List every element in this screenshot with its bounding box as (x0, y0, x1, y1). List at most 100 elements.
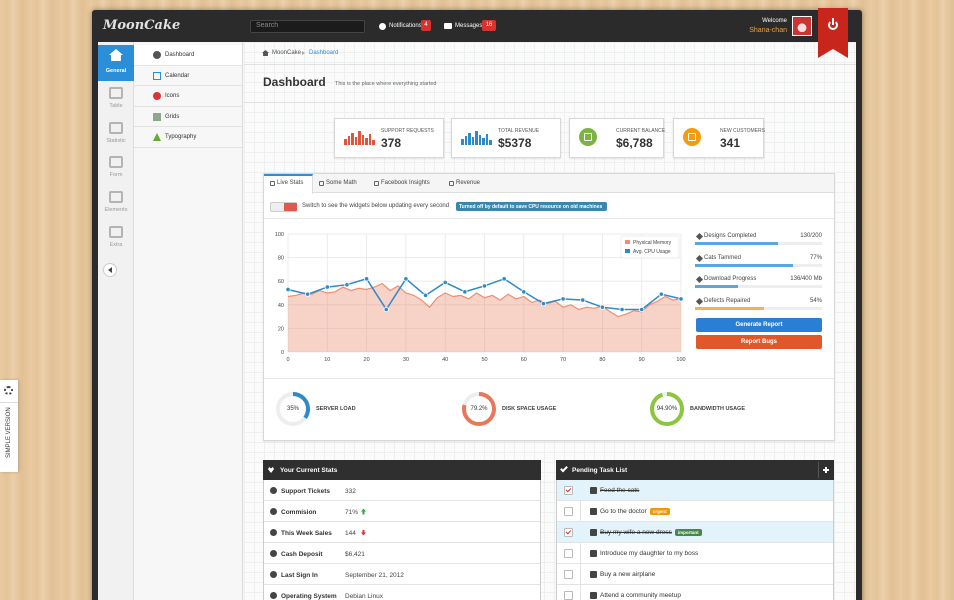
welcome-text: Welcome (762, 18, 787, 24)
sidebar-label[interactable]: General (105, 68, 127, 74)
gauge (462, 392, 496, 426)
side-tab-label[interactable]: SIMPLE VERSION (6, 407, 12, 458)
row-icon (270, 571, 277, 578)
gauge-value: 94.90% (656, 406, 678, 412)
stat-icon-bar (351, 133, 354, 145)
stat-label: CURRENT BALANCE (616, 128, 666, 134)
panel-title: Pending Task List (572, 467, 628, 474)
sidebar-label[interactable]: Form (109, 172, 123, 179)
button-label[interactable]: Report Bugs (741, 339, 777, 345)
task-icon (590, 550, 597, 557)
progress-fill (695, 285, 739, 288)
submenu-label[interactable]: Dashboard (165, 52, 195, 58)
notifications-label[interactable]: Notifications (389, 23, 422, 29)
task-checkbox[interactable] (564, 528, 573, 537)
submenu-icon (153, 112, 161, 121)
sidebar-label[interactable]: Statistic (106, 137, 126, 144)
task-checkbox[interactable] (564, 549, 573, 558)
heart-icon (268, 467, 274, 473)
row-icon (270, 487, 277, 494)
side-tab-divider (0, 402, 18, 403)
breadcrumb-link[interactable]: MoonCake (272, 50, 302, 56)
button-label[interactable]: Generate Report (735, 322, 783, 328)
stats-label: Support Tickets (281, 488, 331, 495)
task-text: Buy a new airplane (600, 571, 656, 578)
divider (244, 102, 856, 103)
gauge (276, 392, 310, 426)
button[interactable]: Generate Report (696, 318, 822, 332)
task-text: Introduce my daughter to my boss (600, 550, 699, 557)
sidebar-icon[interactable] (109, 225, 123, 238)
sidebar-icon[interactable] (109, 191, 123, 204)
task-checkbox[interactable] (564, 507, 573, 516)
sidebar-label[interactable]: Extra (109, 241, 123, 248)
submenu-item[interactable] (134, 127, 242, 148)
sidebar-label[interactable]: Table (109, 103, 123, 109)
task-checkbox[interactable] (564, 591, 573, 600)
data-point (639, 306, 645, 313)
task-content: Attend a community meetup (600, 591, 681, 600)
submenu-label[interactable]: Calendar (165, 72, 190, 79)
series-line (287, 282, 682, 318)
toggle-switch[interactable] (270, 202, 297, 212)
button[interactable]: Report Bugs (696, 335, 822, 349)
submenu-icon (153, 133, 161, 141)
progress-value: 77% (809, 254, 822, 261)
stat-icon (579, 128, 597, 146)
submenu-label[interactable]: Grids (165, 113, 180, 120)
data-point (540, 301, 547, 307)
tab-label[interactable]: Facebook Insights (381, 180, 430, 186)
stat-value: $6,788 (616, 136, 653, 150)
stats-value: 144 (345, 530, 356, 537)
task-icon (590, 508, 597, 515)
sidebar-icon[interactable] (109, 156, 123, 169)
submenu-label[interactable]: Icons (165, 93, 180, 99)
task-content: Feed the cats (600, 486, 639, 495)
stats-value: 332 (345, 488, 356, 495)
sidebar-label[interactable]: Elements (104, 207, 128, 214)
data-point (580, 297, 586, 303)
task-checkbox[interactable] (564, 570, 573, 579)
task-icon (590, 487, 597, 494)
stats-row (264, 564, 540, 585)
task-text: Attend a community meetup (600, 592, 681, 599)
tab[interactable] (264, 174, 313, 194)
submenu-item[interactable] (134, 66, 242, 86)
stats-row (264, 522, 540, 543)
sidebar-icon[interactable] (109, 121, 123, 134)
stat-icon-bar (464, 136, 467, 145)
avatar[interactable] (792, 16, 812, 36)
stats-row (264, 480, 540, 501)
messages-badge: 16 (482, 20, 496, 31)
submenu-label[interactable]: Typography (165, 134, 197, 140)
sidebar-icon[interactable] (109, 87, 123, 99)
submenu-item[interactable] (134, 86, 242, 107)
stat-icon-bar (489, 140, 492, 145)
tab-label[interactable]: Revenue (456, 180, 481, 186)
breadcrumb-separator (302, 51, 305, 55)
task-text: Feed the cats (600, 487, 640, 494)
add-button[interactable] (818, 462, 834, 478)
submenu-item[interactable] (134, 45, 242, 66)
data-point (521, 289, 527, 295)
task-checkbox[interactable] (564, 486, 573, 495)
power-icon (828, 20, 838, 30)
tab-label[interactable]: Some Math (326, 180, 357, 186)
messages-label[interactable]: Messages (455, 23, 483, 29)
submenu-item[interactable] (134, 107, 242, 127)
stat-icon-bar (482, 138, 485, 145)
tab-label[interactable]: Live Stats (277, 180, 304, 186)
gauge-value: 79.2% (470, 406, 488, 412)
data-point (442, 279, 448, 285)
tab-icon (319, 181, 324, 186)
sidebar-icon[interactable] (109, 49, 123, 61)
logo: MoonCake (103, 18, 181, 33)
stat-icon-bar (485, 134, 488, 145)
side-tab[interactable] (0, 380, 18, 472)
sidebar (98, 42, 134, 600)
search-input[interactable] (250, 20, 365, 33)
breadcrumb-current[interactable]: Dashboard (309, 50, 339, 56)
stat-icon-bar (358, 131, 361, 145)
stats-row (264, 501, 540, 522)
x-tick-label: 20 (364, 357, 370, 363)
